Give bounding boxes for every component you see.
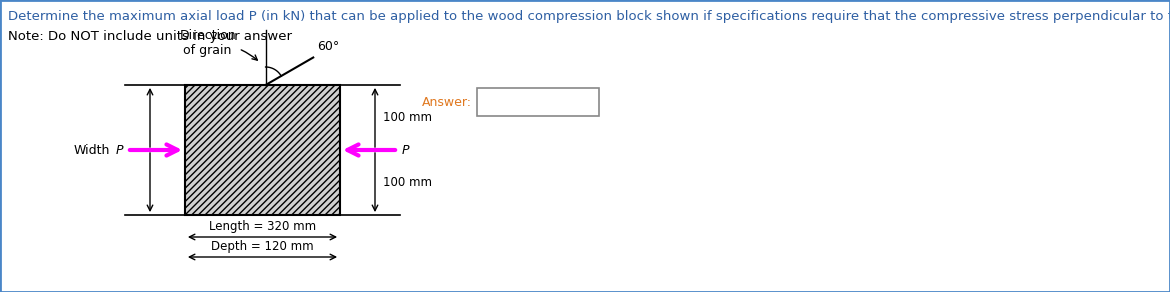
Text: P: P xyxy=(402,143,409,157)
Text: 100 mm: 100 mm xyxy=(383,111,432,124)
Text: Direction
of grain: Direction of grain xyxy=(179,29,257,60)
Text: 100 mm: 100 mm xyxy=(383,176,432,189)
Text: Length = 320 mm: Length = 320 mm xyxy=(209,220,316,233)
Text: Note: Do NOT include units in your answer: Note: Do NOT include units in your answe… xyxy=(8,30,292,43)
Text: 60°: 60° xyxy=(317,41,339,53)
Text: Width: Width xyxy=(74,143,110,157)
Text: Answer:: Answer: xyxy=(422,95,472,109)
Bar xyxy=(477,88,599,116)
Bar xyxy=(185,85,340,215)
Text: P: P xyxy=(116,143,123,157)
Text: Determine the maximum axial load P (in kN) that can be applied to the wood compr: Determine the maximum axial load P (in k… xyxy=(8,10,1170,23)
Text: Depth = 120 mm: Depth = 120 mm xyxy=(212,240,314,253)
